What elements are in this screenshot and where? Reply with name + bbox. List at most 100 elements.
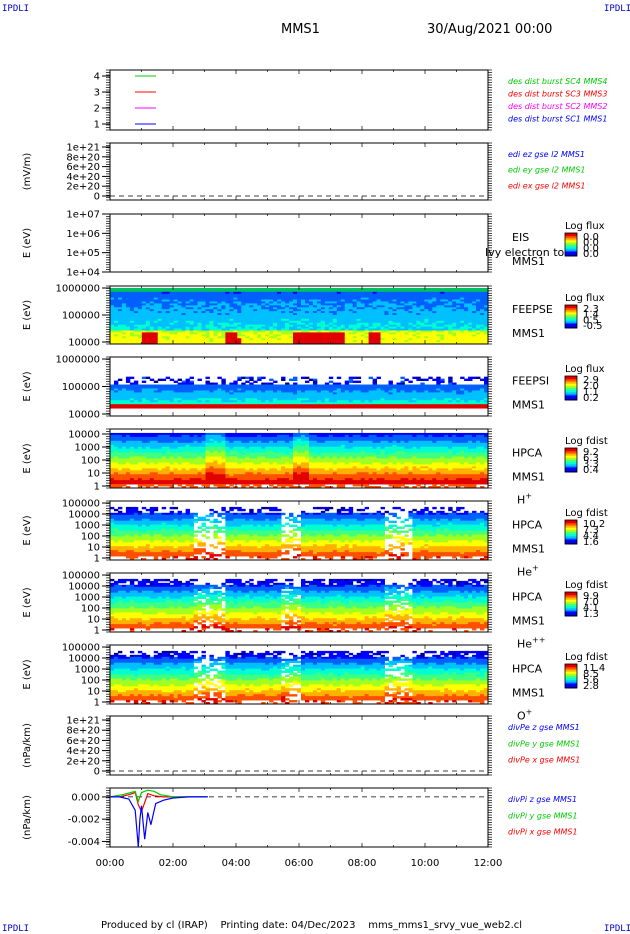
panel-feepse-cell xyxy=(273,342,278,345)
panel-feepse-cell xyxy=(368,326,374,329)
panel-feepse-cell xyxy=(324,315,330,318)
panel-feepse-cell xyxy=(173,305,179,308)
panel-feepse-cell xyxy=(416,316,421,320)
panel-feepse-cell xyxy=(181,322,186,326)
panel-feepse-cell xyxy=(201,320,206,324)
panel-hpca-h-cell xyxy=(133,480,139,483)
panel-feepse-cell xyxy=(392,342,397,345)
panel-feepse-cell xyxy=(145,318,151,322)
panel-feepsi-cell xyxy=(185,398,190,401)
panel-hpca-h-cell xyxy=(161,462,167,465)
panel-feepse-cell xyxy=(484,332,489,335)
panel-feepse-cell xyxy=(440,309,445,312)
panel-feepse-cell xyxy=(297,301,302,304)
panel-feepse-cell xyxy=(464,338,469,341)
panel-hpca-h-cell xyxy=(141,450,147,453)
panel-feepsi-cell xyxy=(440,386,445,389)
panel-edi-ylabel: (mV/m) xyxy=(22,153,33,191)
panel-feepse-cell xyxy=(121,301,127,304)
panel-feepse-cell xyxy=(340,330,346,333)
panel-feepse-cell xyxy=(396,334,401,337)
panel-feepse-cell xyxy=(225,289,230,293)
panel-feepse-cell xyxy=(273,309,278,312)
panel-feepse-cell xyxy=(133,336,139,339)
panel-feepse-cell xyxy=(340,315,346,318)
panel-feepsi-cell xyxy=(328,402,334,405)
panel-feepse-cell xyxy=(316,332,322,335)
panel-feepse-colorbar-cell xyxy=(565,305,577,307)
panel-feepse-cell xyxy=(464,309,469,312)
panel-feepse-cell xyxy=(185,305,190,308)
panel-hpca-h-cell xyxy=(153,436,159,440)
panel-feepse-tick-label: 1000000 xyxy=(55,284,100,295)
panel-feepse-cell xyxy=(448,311,453,314)
panel-feepse-cell xyxy=(484,309,489,312)
panel-feepse-cell xyxy=(233,336,238,339)
panel-feepsi-cell xyxy=(213,390,218,393)
panel-feepsi-cell xyxy=(137,406,143,409)
panel-feepse-cell xyxy=(376,338,381,341)
panel-feepsi-cell xyxy=(320,404,326,407)
panel-feepse-cell xyxy=(269,301,274,304)
panel-feepsi-cell xyxy=(400,384,405,387)
panel-feepse-cell xyxy=(197,330,202,333)
panel-feepse-cell xyxy=(424,313,429,316)
panel-hpca-h-cell xyxy=(165,438,171,442)
panel-feepse-cell xyxy=(149,307,155,310)
panel-feepse-cell xyxy=(416,305,421,308)
panel-feepsi-cell xyxy=(225,390,230,393)
panel-feepse-cell xyxy=(193,340,198,343)
panel-feepse-cell xyxy=(348,309,354,312)
panel-feepsi-cell xyxy=(189,404,194,407)
panel-feepsi-colorbar-label: 0.2 xyxy=(583,393,599,404)
panel-feepse-cell xyxy=(149,309,155,312)
panel-feepse-cell xyxy=(364,340,370,343)
panel-feepse-cell xyxy=(285,338,290,341)
panel-hpca-h-cell xyxy=(157,450,163,453)
panel-feepse-cell xyxy=(257,332,262,335)
panel-feepse-cell xyxy=(157,318,163,322)
panel-hpca-h-cell xyxy=(110,452,115,455)
panel-feepse-cell xyxy=(269,316,274,320)
panel-feepse-cell xyxy=(149,316,155,320)
panel-feepse-cell xyxy=(348,332,354,335)
panel-feepse-cell xyxy=(388,297,393,300)
panel-feepse-cell xyxy=(217,289,222,293)
panel-hpca-h-cell xyxy=(129,478,135,481)
panel-feepse-cell xyxy=(253,332,258,335)
panel-feepse-cell xyxy=(380,295,385,298)
panel-feepse-cell xyxy=(285,318,290,322)
panel-feepse-cell xyxy=(281,287,286,291)
panel-feepse-cell xyxy=(217,297,222,300)
panel-feepse-cell xyxy=(412,305,417,308)
panel-hpca-h-cell xyxy=(113,472,119,475)
panel-feepsi-cell xyxy=(460,400,465,403)
panel-hpca-h-cell xyxy=(153,450,159,453)
panel-feepse-cell xyxy=(110,295,115,298)
panel-feepsi-cell xyxy=(368,400,374,403)
panel-feepse-cell xyxy=(380,320,385,324)
panel-feepse-cell xyxy=(121,303,127,306)
panel-feepse-cell xyxy=(392,301,397,304)
panel-feepse-cell xyxy=(153,305,159,308)
panel-feepse-cell xyxy=(197,318,202,322)
panel-feepse-cell xyxy=(261,307,266,310)
panel-hpca-h-cell xyxy=(133,462,139,465)
panel-feepse-cell xyxy=(133,342,139,345)
panel-feepsi-cell xyxy=(289,384,294,387)
panel-feepsi-cell xyxy=(312,386,318,389)
panel-feepse-cell xyxy=(145,338,151,341)
panel-feepsi-cell xyxy=(332,396,338,399)
panel-feepsi-cell xyxy=(197,386,202,389)
panel-feepse-cell xyxy=(153,291,159,295)
panel-feepsi-cell xyxy=(117,392,123,395)
panel-feepse-cell xyxy=(173,295,179,298)
panel-feepse-cell xyxy=(368,328,374,331)
panel-feepse-cell xyxy=(436,299,441,302)
panel-hpca-h-cell xyxy=(117,444,123,448)
panel-feepse-cell xyxy=(344,287,350,291)
panel-feepse-cell xyxy=(340,334,346,337)
panel-feepse-cell xyxy=(384,291,389,295)
panel-feepse-cell xyxy=(153,315,159,318)
panel-feepsi-cell xyxy=(464,390,469,393)
